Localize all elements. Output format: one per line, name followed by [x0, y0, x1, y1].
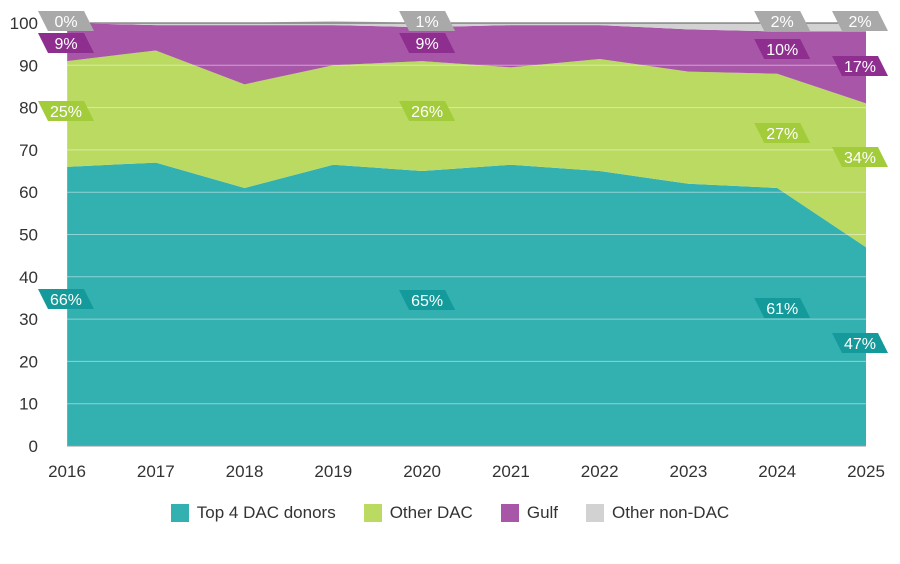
x-tick-label: 2017: [137, 462, 175, 481]
data-label: 2%: [832, 11, 888, 31]
data-label-text: 10%: [766, 42, 798, 59]
legend-item: Other non-DAC: [586, 503, 729, 523]
legend-swatch: [363, 504, 382, 522]
y-tick-label: 90: [19, 56, 38, 75]
y-tick-label: 100: [10, 14, 38, 33]
y-axis-ticks: 0 10 20 30 40 50 60 70 80 90 100: [10, 14, 38, 456]
data-label: 17%: [832, 56, 888, 76]
legend-label: Gulf: [526, 503, 559, 522]
data-label: 65%: [399, 290, 456, 310]
y-tick-label: 80: [19, 99, 38, 118]
data-label-badge: [832, 56, 888, 76]
y-tick-label: 20: [19, 352, 38, 371]
x-axis-ticks: 2016 2017 2018 2019 2020 2021 2022 2023 2024 2025: [48, 462, 885, 481]
x-tick-label: 2022: [581, 462, 619, 481]
data-label-text: 34%: [844, 150, 876, 167]
data-label: 47%: [832, 333, 888, 353]
data-label-badge: [832, 147, 888, 167]
data-label-text: 1%: [416, 14, 439, 31]
data-label-text: 27%: [766, 126, 798, 143]
area-top-4-dac-donors: [67, 162, 866, 446]
data-label-text: 9%: [416, 36, 439, 53]
legend-swatch: [500, 504, 519, 522]
data-label-text: 17%: [844, 59, 876, 76]
data-label: 1%: [399, 11, 456, 31]
x-tick-label: 2023: [670, 462, 708, 481]
x-tick-label: 2016: [48, 462, 86, 481]
data-label: 25%: [38, 101, 94, 121]
legend-swatch: [170, 504, 189, 522]
legend-label: Other non-DAC: [612, 503, 730, 522]
legend-label: Other DAC: [389, 503, 473, 522]
y-tick-label: 60: [19, 183, 38, 202]
data-label: 10%: [754, 39, 811, 59]
data-label: 66%: [38, 289, 94, 309]
area-gulf: [67, 23, 866, 104]
x-tick-label: 2024: [758, 462, 796, 481]
x-tick-label: 2019: [314, 462, 352, 481]
data-label-badge: [38, 289, 94, 309]
data-label: 26%: [399, 101, 456, 121]
x-tick-label: 2020: [403, 462, 441, 481]
data-label-text: 65%: [411, 293, 443, 310]
area-series: [67, 20, 866, 446]
legend-label: Top 4 DAC donors: [196, 503, 336, 522]
area-other-non-dac: [67, 20, 866, 32]
legend-item: Top 4 DAC donors: [170, 503, 336, 523]
x-tick-label: 2025: [847, 462, 885, 481]
data-label: 27%: [754, 123, 811, 143]
legend-item: Gulf: [500, 503, 559, 523]
data-label-badge: [754, 298, 811, 318]
data-label-badge: [38, 101, 94, 121]
y-tick-label: 50: [19, 226, 38, 245]
data-label-text: 66%: [50, 292, 82, 309]
gridlines: [66, 22, 866, 447]
data-label-badge: [754, 39, 811, 59]
data-label-text: 26%: [411, 104, 443, 121]
x-tick-label: 2018: [226, 462, 264, 481]
data-label-text: 2%: [848, 14, 871, 31]
data-label-text: 2%: [771, 14, 794, 31]
data-label-badge: [832, 333, 888, 353]
area-other-dac: [67, 50, 866, 248]
y-tick-label: 70: [19, 141, 38, 160]
data-label: 61%: [754, 298, 811, 318]
data-label-text: 47%: [844, 336, 876, 353]
data-label-badge: [399, 11, 456, 31]
data-label-badge: [754, 123, 811, 143]
x-tick-label: 2021: [492, 462, 530, 481]
data-label-badge: [399, 290, 456, 310]
data-label-text: 9%: [54, 36, 77, 53]
data-label: 0%: [38, 11, 94, 31]
y-tick-label: 10: [19, 395, 38, 414]
legend-item: Other DAC: [363, 503, 473, 523]
legend: Top 4 DAC donors Other DAC Gulf Other non-D…: [0, 503, 900, 523]
data-label-badge: [832, 11, 888, 31]
data-label: 2%: [754, 11, 811, 31]
data-label-text: 25%: [50, 104, 82, 121]
y-tick-label: 0: [29, 437, 38, 456]
data-label-text: 61%: [766, 301, 798, 318]
data-label: 9%: [399, 33, 456, 53]
legend-swatch: [586, 504, 605, 522]
y-tick-label: 30: [19, 310, 38, 329]
data-label-text: 0%: [54, 14, 77, 31]
data-label-badge: [754, 11, 811, 31]
y-tick-label: 40: [19, 268, 38, 287]
data-label: 34%: [832, 147, 888, 167]
data-label: 9%: [38, 33, 94, 53]
data-labels: 66% 25% 9% 0% 65% 26% 9% 1% 61% 27% 10% 2% 47% 34% 17%…: [38, 11, 888, 353]
data-label-badge: [38, 33, 94, 53]
data-label-badge: [399, 101, 456, 121]
data-label-badge: [38, 11, 94, 31]
data-label-badge: [399, 33, 456, 53]
